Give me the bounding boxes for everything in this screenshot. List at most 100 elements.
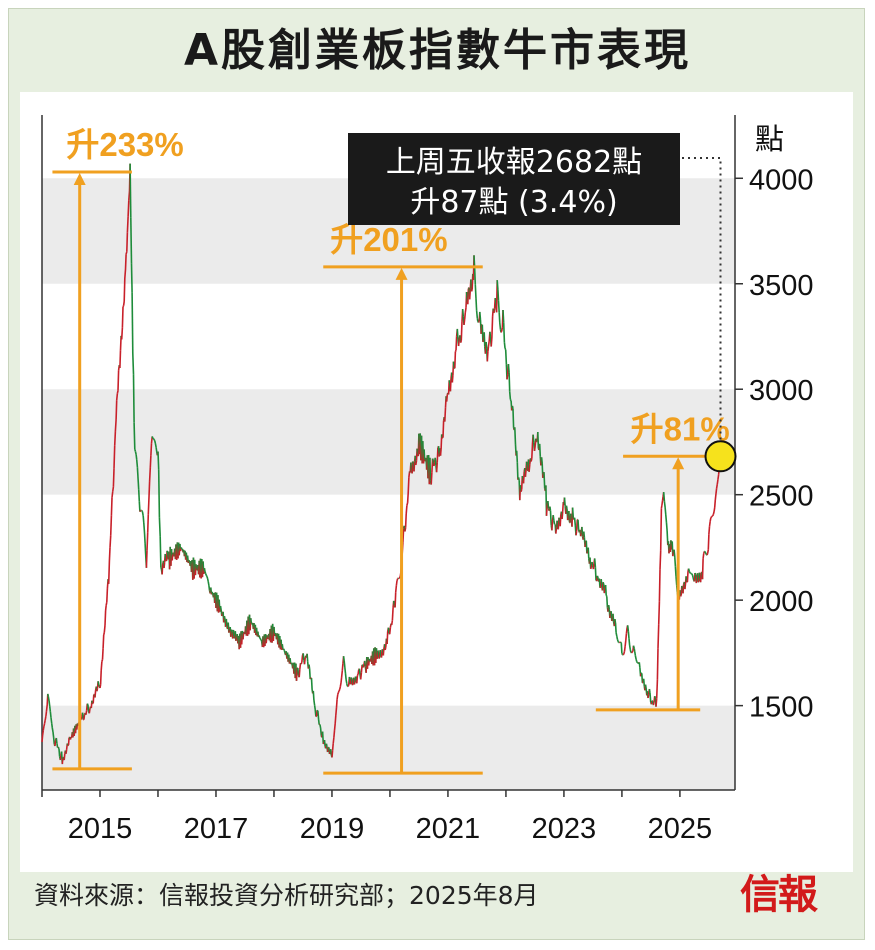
series-segment xyxy=(354,676,357,682)
series-segment xyxy=(50,723,54,729)
series-segment xyxy=(228,629,231,633)
series-segment xyxy=(138,501,141,512)
series-segment xyxy=(335,699,338,708)
series-segment xyxy=(656,648,659,680)
series-segment xyxy=(465,291,468,299)
series-segment xyxy=(51,727,54,733)
series-segment xyxy=(386,631,389,645)
series-segment xyxy=(404,527,407,532)
series-segment xyxy=(219,605,222,610)
series-segment xyxy=(392,600,396,606)
series-segment xyxy=(577,519,580,530)
series-segment xyxy=(470,289,473,292)
series-segment xyxy=(679,590,682,597)
series-segment xyxy=(356,675,359,684)
series-segment xyxy=(487,340,490,347)
series-segment xyxy=(431,458,434,473)
series-segment xyxy=(61,757,64,765)
series-segment xyxy=(593,558,597,568)
series-segment xyxy=(657,601,661,625)
series-segment xyxy=(125,251,128,255)
series-segment xyxy=(442,420,445,438)
series-segment xyxy=(196,568,198,571)
series-segment xyxy=(298,669,301,678)
series-segment xyxy=(665,522,668,531)
series-segment xyxy=(142,515,145,523)
series-segment xyxy=(444,407,447,422)
series-segment xyxy=(188,559,191,563)
series-segment xyxy=(431,458,434,461)
series-segment xyxy=(496,280,499,290)
series-segment xyxy=(623,651,626,655)
callout-leader xyxy=(682,157,722,441)
series-segment xyxy=(301,655,304,663)
series-segment xyxy=(47,696,50,702)
series-segment xyxy=(660,505,663,509)
series-segment xyxy=(459,340,463,343)
series-segment xyxy=(356,673,359,677)
series-segment xyxy=(583,531,586,538)
series-segment xyxy=(258,635,261,639)
series-segment xyxy=(50,717,53,724)
series-segment xyxy=(404,513,407,528)
series-segment xyxy=(312,690,315,701)
series-segment xyxy=(130,263,133,293)
series-segment xyxy=(628,644,632,650)
series-segment xyxy=(674,566,677,577)
grid-bands xyxy=(42,115,735,790)
series-segment xyxy=(297,667,300,676)
series-segment xyxy=(467,288,470,305)
series-segment xyxy=(684,583,687,590)
series-segment xyxy=(514,427,517,445)
series-segment xyxy=(348,676,351,683)
series-segment xyxy=(157,469,161,518)
series-segment xyxy=(101,659,104,662)
series-segment xyxy=(43,719,46,724)
series-segment xyxy=(326,747,329,753)
series-segment xyxy=(394,592,397,608)
x-tick-label-2015: 2015 xyxy=(68,813,133,845)
series-segment xyxy=(103,625,106,633)
series-segment xyxy=(411,461,415,464)
series-segment xyxy=(309,677,312,680)
series-segment xyxy=(596,575,599,579)
series-segment xyxy=(662,492,666,502)
series-segment xyxy=(477,321,480,323)
series-segment xyxy=(475,310,479,319)
series-segment xyxy=(341,663,344,671)
series-segment xyxy=(148,481,151,498)
series-segment xyxy=(587,547,590,559)
series-segment xyxy=(625,633,628,641)
series-segment xyxy=(153,439,156,442)
series-segment xyxy=(499,322,502,330)
series-segment xyxy=(517,477,520,481)
series-segment xyxy=(485,341,488,349)
series-segment xyxy=(460,321,463,341)
series-segment xyxy=(101,648,104,660)
series-segment xyxy=(474,284,477,299)
series-segment xyxy=(530,458,533,462)
callout-line1: 上周五收報2682點 xyxy=(386,145,642,180)
series-segment xyxy=(463,312,467,320)
series-segment xyxy=(282,648,286,651)
series-segment xyxy=(642,678,646,687)
series-segment xyxy=(490,337,493,347)
series-segment xyxy=(615,632,618,637)
series-segment xyxy=(698,572,701,579)
series-segment xyxy=(172,552,175,555)
series-segment xyxy=(553,520,556,525)
series-segment xyxy=(647,694,650,699)
series-segment xyxy=(107,560,111,584)
series-segment xyxy=(52,737,56,745)
series-segment xyxy=(139,510,142,513)
series-segment xyxy=(632,645,635,649)
series-segment xyxy=(522,471,525,484)
series-segment xyxy=(148,467,152,482)
series-segment xyxy=(116,390,119,394)
series-segment xyxy=(674,557,677,567)
tick-labels: 1500 2000 2500 3000 3500 4000 2015 2017 2019 2021… xyxy=(68,122,814,845)
series-segment xyxy=(302,653,305,661)
series-segment xyxy=(614,618,617,624)
series-segment xyxy=(335,707,338,716)
